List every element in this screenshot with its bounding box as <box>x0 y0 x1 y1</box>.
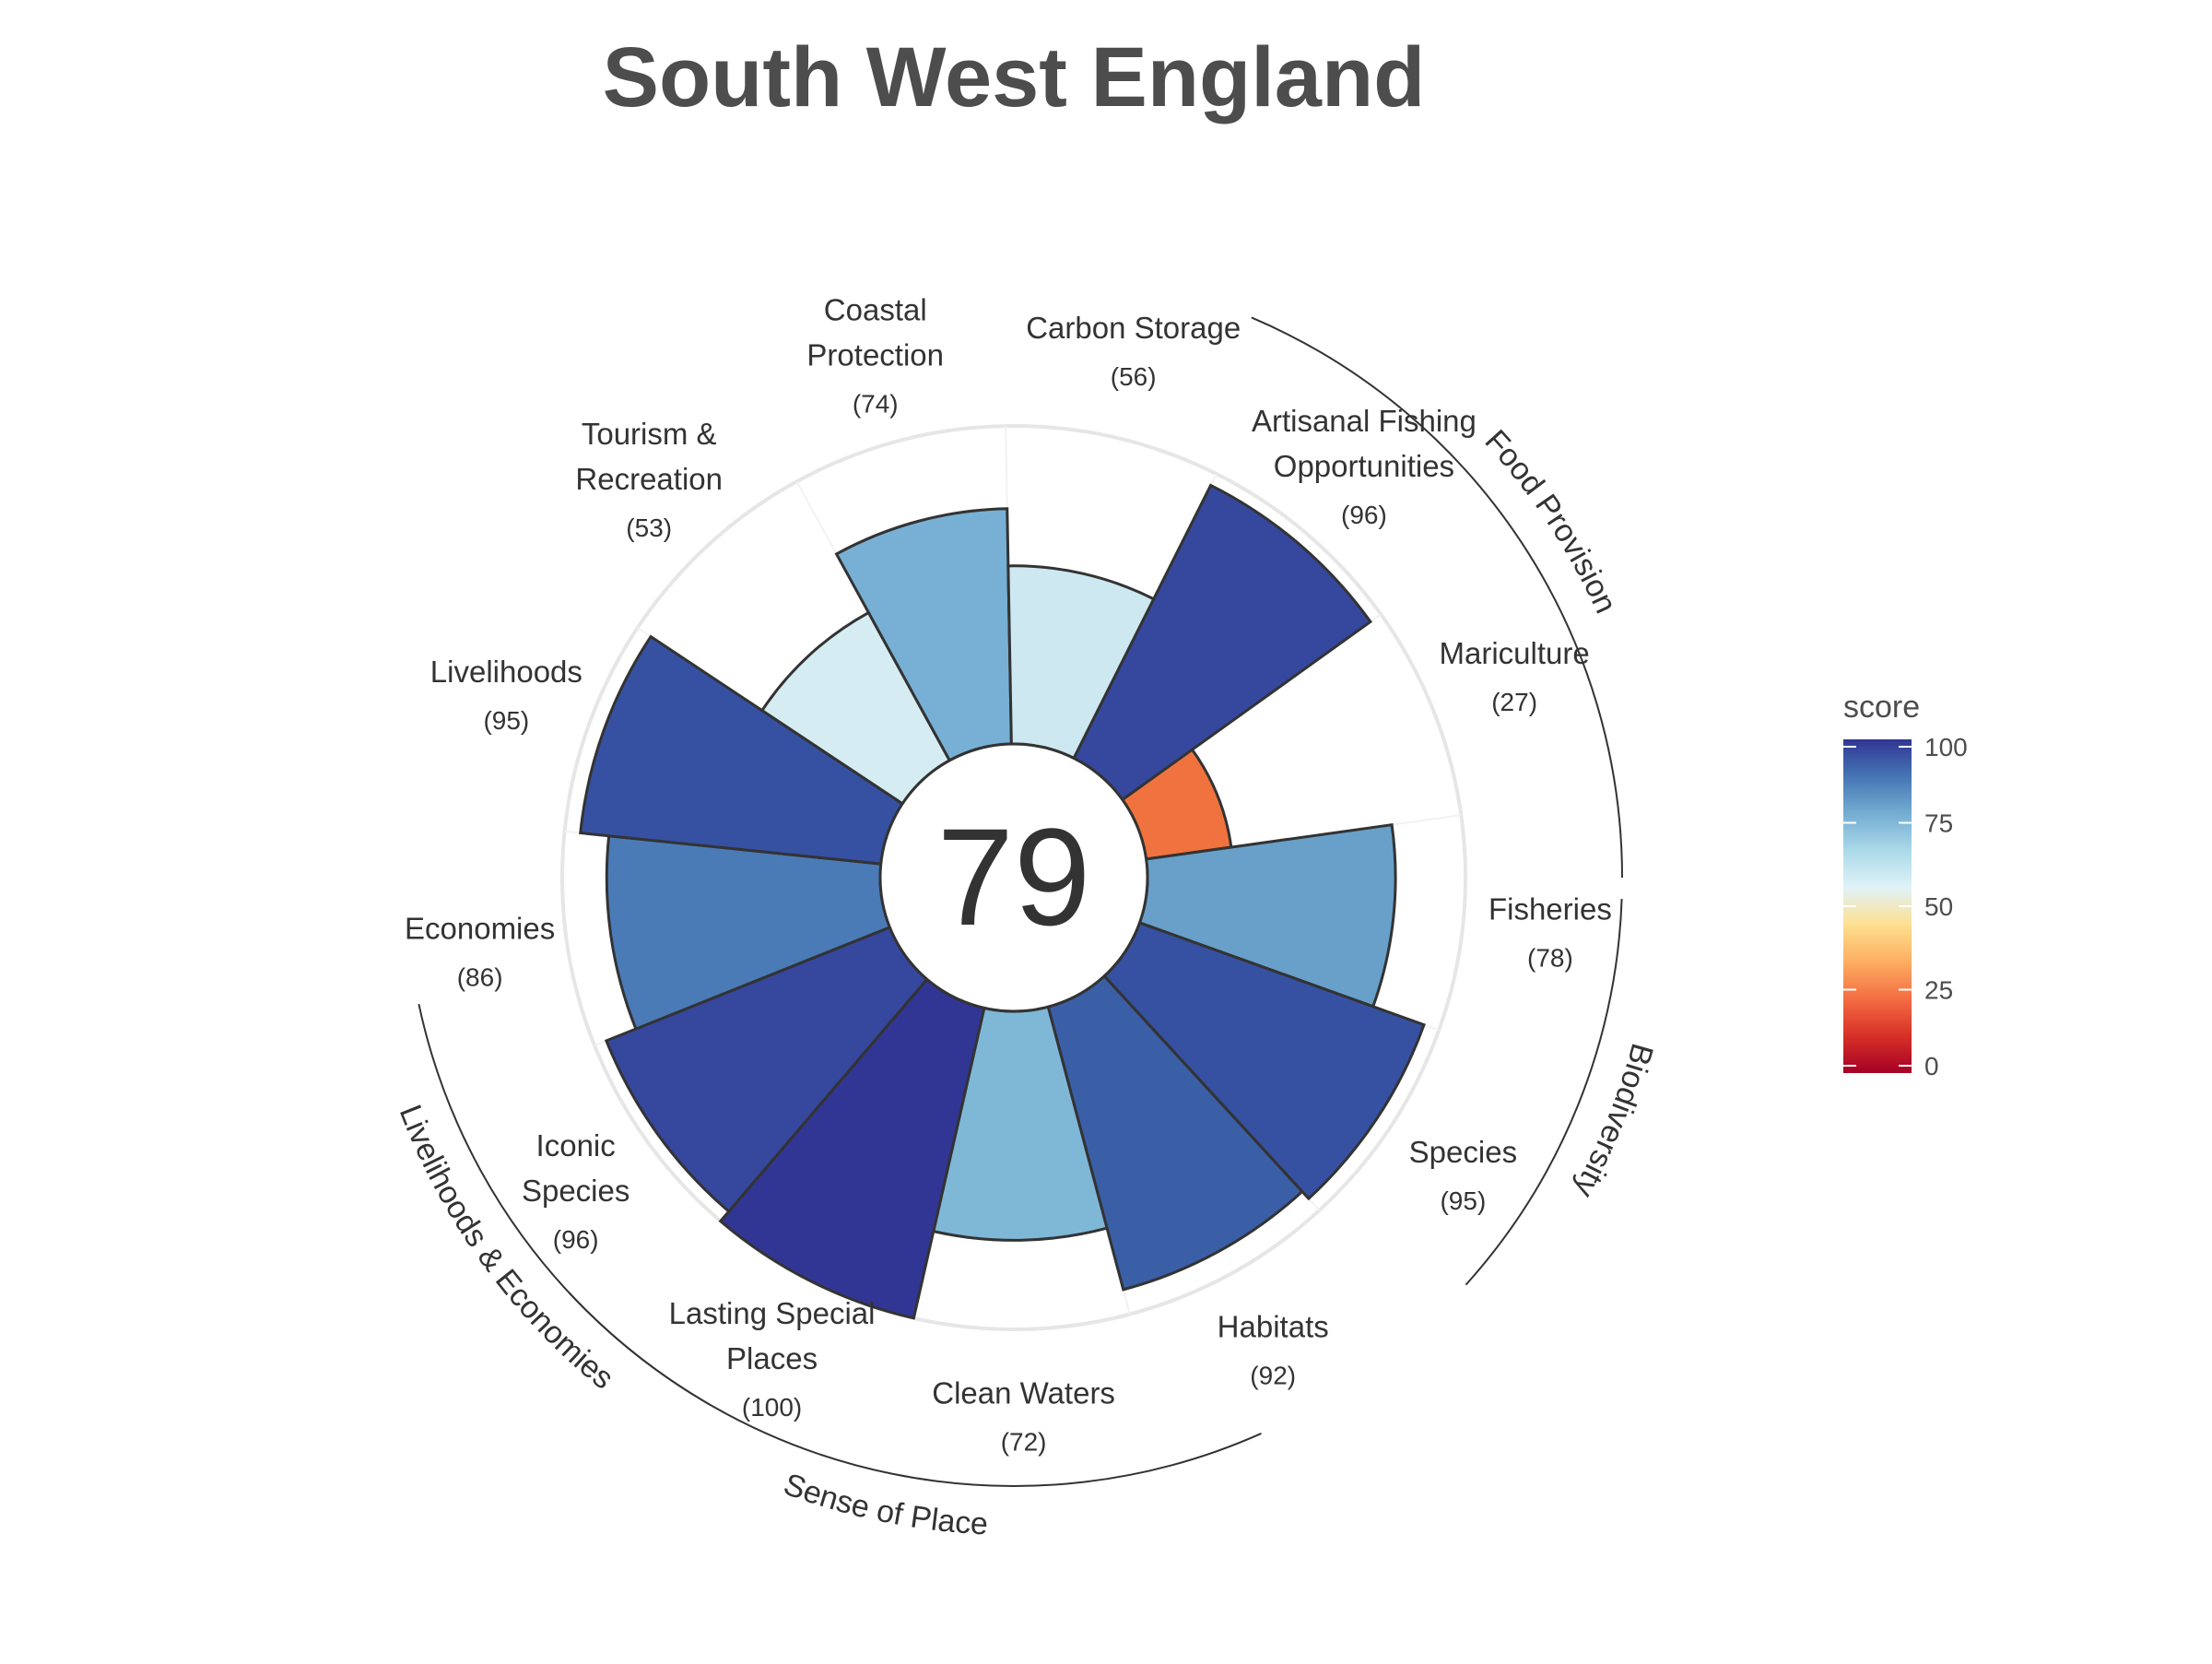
goal-label: Tourism & <box>582 417 717 451</box>
goal-score-label: (74) <box>853 390 899 419</box>
goal-label: Artisanal Fishing <box>1252 404 1477 438</box>
goal-label: Coastal <box>824 293 927 327</box>
goal-score-label: (56) <box>1111 362 1157 391</box>
goal-score-label: (78) <box>1527 943 1573 972</box>
group-arc <box>1465 898 1623 1286</box>
group-label: Food Provision <box>1478 423 1624 619</box>
group-arc <box>418 1004 711 1406</box>
legend-tick-label: 100 <box>1924 733 1968 761</box>
goal-label: Carbon Storage <box>1026 311 1241 345</box>
goal-label: Iconic <box>536 1128 616 1162</box>
center-score: 79 <box>937 799 1091 954</box>
legend-tick-label: 25 <box>1924 976 1953 1005</box>
goal-score-label: (53) <box>626 513 672 542</box>
center-circle <box>878 742 1149 1013</box>
goal-score-label: (86) <box>457 963 503 992</box>
goal-label: Habitats <box>1218 1309 1329 1343</box>
goal-score-label: (96) <box>1341 501 1387 529</box>
goal-label: Places <box>726 1341 818 1375</box>
group-label: Biodiversity <box>1567 1040 1660 1203</box>
goal-label: Clean Waters <box>932 1375 1115 1410</box>
legend-tick-label: 50 <box>1924 892 1953 921</box>
goal-label: Mariculture <box>1440 636 1590 670</box>
goal-score-label: (95) <box>1440 1186 1486 1215</box>
goal-label: Protection <box>806 338 944 372</box>
goal-score-label: (96) <box>553 1225 599 1254</box>
goal-label: Opportunities <box>1274 449 1454 483</box>
labels-layer: Artisanal Fishing Opportunities (96) Maricu… <box>405 293 1612 1457</box>
legend: score 0 25 50 75 100 <box>1843 690 1968 1080</box>
goal-label: Recreation <box>575 462 723 496</box>
goal-label: Species <box>1409 1135 1517 1169</box>
goal-score-label: (95) <box>483 706 529 735</box>
goal-label: Fisheries <box>1488 891 1612 926</box>
goal-score-label: (27) <box>1491 688 1537 716</box>
legend-tick-label: 75 <box>1924 809 1953 838</box>
legend-ticks: 0 25 50 75 100 <box>1843 733 1968 1080</box>
chart-title: South West England <box>603 30 1426 124</box>
group-arc <box>1251 316 1623 879</box>
goal-label: Livelihoods <box>430 655 582 689</box>
legend-title: score <box>1843 690 1920 725</box>
goal-score-label: (72) <box>1001 1427 1047 1456</box>
goal-score-label: (100) <box>742 1393 802 1422</box>
bars-layer <box>579 483 1426 1320</box>
goal-label: Economies <box>405 912 555 946</box>
goal-score-label: (92) <box>1250 1361 1296 1389</box>
legend-tick-label: 0 <box>1924 1052 1939 1080</box>
group-label: Sense of Place <box>779 1467 989 1542</box>
goal-label: Species <box>522 1174 629 1208</box>
goal-label: Lasting Special <box>669 1296 876 1330</box>
